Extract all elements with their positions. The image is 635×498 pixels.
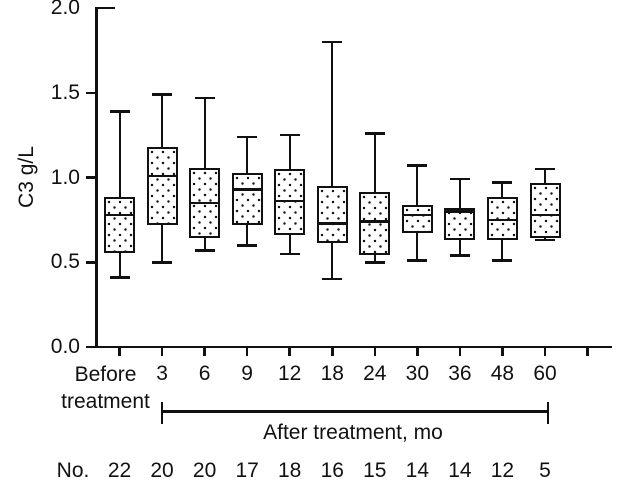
median-line — [401, 213, 433, 217]
x-tick-label: 48 — [490, 362, 515, 385]
after-treatment-bracket — [162, 410, 548, 413]
whisker-cap-low — [194, 249, 215, 252]
bracket-label: After treatment, mo — [263, 421, 443, 444]
x-tick — [288, 348, 291, 356]
y-axis-top-tick — [96, 6, 115, 10]
whisker-cap-high — [449, 177, 470, 181]
whisker-cap-low — [535, 238, 555, 242]
x-tick — [331, 348, 334, 356]
box-rect — [529, 183, 561, 239]
count-value: 14 — [405, 459, 430, 482]
whisker-cap-low — [152, 261, 173, 264]
x-tick — [586, 348, 589, 356]
count-value: 14 — [448, 459, 472, 482]
x-tick — [373, 348, 377, 356]
box-rect — [231, 172, 263, 225]
count-value: 22 — [107, 459, 132, 482]
x-tick — [160, 348, 164, 356]
x-tick — [458, 348, 462, 356]
median-line — [231, 188, 263, 191]
x-tick-label: 24 — [363, 362, 387, 385]
x-tick-label: 9 — [241, 362, 253, 385]
y-tick — [86, 91, 97, 94]
count-value: 20 — [150, 459, 174, 482]
whisker-cap-high — [152, 93, 173, 96]
box-whisker-stem — [118, 111, 121, 278]
count-value: 17 — [235, 459, 259, 482]
median-line — [146, 174, 178, 178]
median-line — [274, 199, 306, 203]
x-tick-label: 36 — [448, 362, 472, 385]
median-line — [104, 213, 135, 217]
x-axis-line — [86, 345, 612, 349]
whisker-cap-low — [492, 259, 513, 262]
x-tick — [501, 348, 504, 356]
whisker-cap-low — [279, 252, 300, 256]
whisker-cap-high — [279, 133, 300, 137]
y-tick-label: 0.5 — [50, 250, 80, 274]
whisker-cap-high — [194, 96, 215, 100]
y-tick-label: 0.0 — [50, 335, 80, 358]
median-line — [189, 201, 221, 205]
whisker-cap-high — [322, 40, 343, 44]
whisker-cap-high — [364, 132, 385, 135]
x-tick-label: 30 — [405, 362, 430, 385]
y-tick-label: 2.0 — [50, 0, 80, 19]
y-tick-label: 1.0 — [50, 165, 80, 189]
bracket-cap-right — [546, 402, 550, 424]
whisker-cap-high — [407, 164, 428, 167]
x-tick — [118, 348, 121, 356]
bracket-cap-left — [160, 402, 164, 424]
counts-row-label: No. — [56, 459, 90, 482]
median-line — [359, 220, 391, 223]
whisker-cap-low — [449, 254, 470, 257]
median-line — [444, 210, 476, 213]
box-rect — [316, 186, 348, 244]
whisker-cap-high — [109, 110, 130, 113]
box-rect — [359, 191, 391, 256]
median-line — [486, 218, 518, 222]
whisker-cap-high — [237, 135, 258, 139]
box-rect — [444, 208, 476, 240]
x-tick-label: Before treatment — [61, 363, 150, 413]
y-axis-line — [95, 6, 98, 349]
x-tick — [416, 348, 419, 356]
count-value: 16 — [320, 459, 344, 482]
x-tick — [245, 348, 249, 356]
count-value: 18 — [278, 459, 302, 482]
count-value: 5 — [539, 459, 551, 482]
y-tick — [86, 176, 97, 179]
whisker-cap-high — [492, 181, 513, 184]
x-tick-label: 18 — [320, 362, 344, 385]
x-tick-label: 6 — [198, 362, 211, 385]
median-line — [529, 213, 561, 217]
box-whisker-stem — [331, 41, 334, 280]
count-value: 15 — [363, 459, 387, 482]
whisker-cap-low — [109, 276, 130, 279]
box-rect — [104, 196, 135, 254]
whisker-cap-low — [237, 244, 258, 247]
x-tick — [543, 348, 547, 356]
box-rect — [146, 147, 178, 225]
x-tick — [203, 348, 206, 356]
count-value: 20 — [192, 459, 217, 482]
whisker-cap-low — [322, 277, 343, 281]
whisker-cap-high — [535, 167, 555, 171]
x-tick-label: 3 — [156, 362, 168, 385]
x-tick-label: 60 — [533, 362, 557, 385]
box-rect — [486, 196, 518, 240]
whisker-cap-low — [407, 259, 428, 262]
y-tick — [86, 261, 97, 264]
x-tick-label: 12 — [278, 362, 302, 385]
count-value: 12 — [490, 459, 515, 482]
box-rect — [401, 205, 433, 233]
whisker-cap-low — [364, 261, 385, 264]
median-line — [316, 222, 348, 225]
y-tick-label: 1.5 — [50, 80, 80, 104]
